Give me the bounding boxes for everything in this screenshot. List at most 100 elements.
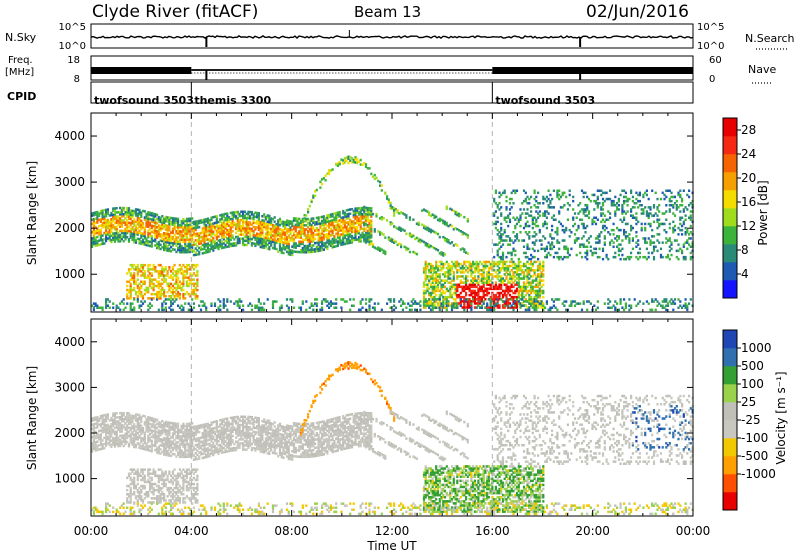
power-cell [565,247,568,251]
power-cell [203,243,206,246]
power-cell [456,285,459,289]
power-cell [533,189,536,192]
power-cell [361,215,364,218]
power-cell [210,226,213,230]
power-cell [443,253,447,256]
power-cell [231,223,234,227]
power-cell [177,242,180,246]
power-cell [198,304,201,307]
power-cell [206,217,210,220]
power-cell [500,235,503,238]
power-cell [296,236,299,239]
power-cell [465,269,468,272]
power-cell [266,214,269,217]
power-cell [133,272,136,275]
power-cell [108,222,111,225]
power-cell [184,246,187,250]
power-cell [127,280,131,283]
power-cell [315,188,318,192]
power-cell [647,197,650,201]
power-cell [566,251,569,255]
power-cell [256,306,259,309]
power-cell [533,308,536,312]
power-cell [436,249,440,252]
power-cell [249,221,252,224]
power-cell [140,284,143,288]
power-cell [259,239,262,242]
power-cell [607,210,610,213]
power-cell [537,289,540,293]
power-cell [127,217,131,220]
power-cell [126,221,129,224]
power-cell [503,262,506,266]
power-cell [99,306,102,309]
power-cell [586,251,589,255]
power-cell [436,298,440,301]
power-cell [178,244,181,248]
power-cell [558,241,561,244]
power-cell [456,264,459,268]
power-cell [507,306,510,309]
power-cell [447,289,450,293]
power-cell [326,237,329,240]
power-cell [642,302,645,305]
power-cell [270,231,273,235]
power-cell [210,224,213,228]
power-cell [210,304,213,307]
power-cell [122,298,125,301]
power-cell [322,223,325,226]
power-cell [141,238,145,242]
power-cell [470,289,473,293]
power-cell [494,285,497,289]
power-cell [143,270,146,273]
power-cell [459,230,462,233]
power-cell [187,238,190,241]
nave-label: Nave [748,63,776,76]
power-cell [105,210,108,214]
power-cell [194,292,197,296]
power-cell [428,287,431,291]
power-cell [152,284,155,288]
power-cell [672,302,675,305]
power-cell [517,275,520,278]
power-cell [544,255,547,259]
power-cell [500,226,503,230]
power-cell [92,236,95,240]
power-cell [194,232,197,236]
power-cell [164,249,167,252]
power-cell [268,241,271,245]
power-cell [540,271,543,274]
power-cell [605,253,608,257]
power-cell [350,234,354,238]
power-cell [454,285,457,289]
power-cell [398,300,401,303]
power-cell [672,206,675,209]
power-cell [544,210,547,213]
power-cell [275,247,278,251]
power-cell [594,199,598,203]
power-cell [266,224,269,228]
power-cell [136,231,139,234]
power-cell [533,279,536,282]
power-cell [507,266,510,270]
power-cell [440,279,443,282]
power-cell [361,213,364,216]
power-cell [191,290,194,294]
power-cell [547,308,550,312]
power-cell [226,216,229,219]
power-cell [580,222,584,226]
power-cell [236,225,239,228]
power-cell [319,224,322,227]
power-cell [284,221,287,224]
power-cell [212,230,215,233]
power-cell [389,223,392,226]
power-cell [336,240,339,243]
power-cell [224,216,227,220]
power-cell [377,230,380,233]
power-cell [533,304,536,307]
power-cell [644,239,647,242]
power-cell [326,235,329,238]
power-cell [127,211,131,214]
power-cell [301,218,304,222]
power-cell [333,212,336,215]
